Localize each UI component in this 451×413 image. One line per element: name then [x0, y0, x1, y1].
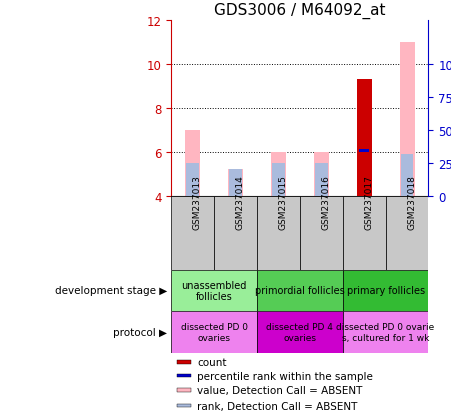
Bar — [315, 163, 328, 196]
Text: primordial follicles: primordial follicles — [255, 286, 345, 296]
Bar — [357, 80, 372, 196]
Text: percentile rank within the sample: percentile rank within the sample — [197, 371, 373, 381]
Bar — [343, 311, 428, 353]
Bar — [171, 196, 214, 270]
Bar — [343, 270, 428, 311]
Bar — [359, 150, 369, 152]
Bar — [176, 374, 191, 377]
Text: GSM237017: GSM237017 — [364, 175, 373, 229]
Bar — [358, 150, 371, 196]
Text: unassembled
follicles: unassembled follicles — [182, 280, 247, 301]
Text: GSM237018: GSM237018 — [407, 175, 416, 229]
Text: dissected PD 4
ovaries: dissected PD 4 ovaries — [267, 323, 333, 342]
Bar — [171, 311, 257, 353]
Bar — [386, 196, 428, 270]
Bar — [257, 196, 300, 270]
Text: count: count — [197, 357, 226, 367]
Bar — [176, 404, 191, 408]
Bar — [185, 130, 200, 196]
Text: primary follicles: primary follicles — [346, 286, 425, 296]
Bar — [343, 196, 386, 270]
Bar — [257, 311, 343, 353]
Bar — [357, 80, 372, 196]
Bar — [228, 170, 243, 196]
Text: protocol ▶: protocol ▶ — [113, 327, 167, 337]
Bar — [272, 163, 285, 196]
Bar — [176, 389, 191, 392]
Text: dissected PD 0 ovarie
s, cultured for 1 wk: dissected PD 0 ovarie s, cultured for 1 … — [336, 323, 435, 342]
Title: GDS3006 / M64092_at: GDS3006 / M64092_at — [214, 3, 386, 19]
Text: GSM237015: GSM237015 — [279, 175, 287, 229]
Bar — [186, 163, 199, 196]
Bar — [229, 170, 242, 196]
Bar — [271, 152, 286, 196]
Bar — [176, 361, 191, 363]
Bar — [314, 152, 329, 196]
Text: value, Detection Call = ABSENT: value, Detection Call = ABSENT — [197, 385, 363, 395]
Text: GSM237014: GSM237014 — [235, 175, 244, 229]
Bar — [400, 154, 414, 196]
Bar — [214, 196, 257, 270]
Text: development stage ▶: development stage ▶ — [55, 286, 167, 296]
Bar — [171, 270, 257, 311]
Text: dissected PD 0
ovaries: dissected PD 0 ovaries — [181, 323, 248, 342]
Bar — [300, 196, 343, 270]
Text: rank, Detection Call = ABSENT: rank, Detection Call = ABSENT — [197, 401, 358, 411]
Bar — [400, 43, 414, 196]
Text: GSM237013: GSM237013 — [193, 175, 202, 229]
Text: GSM237016: GSM237016 — [321, 175, 330, 229]
Bar — [257, 270, 343, 311]
